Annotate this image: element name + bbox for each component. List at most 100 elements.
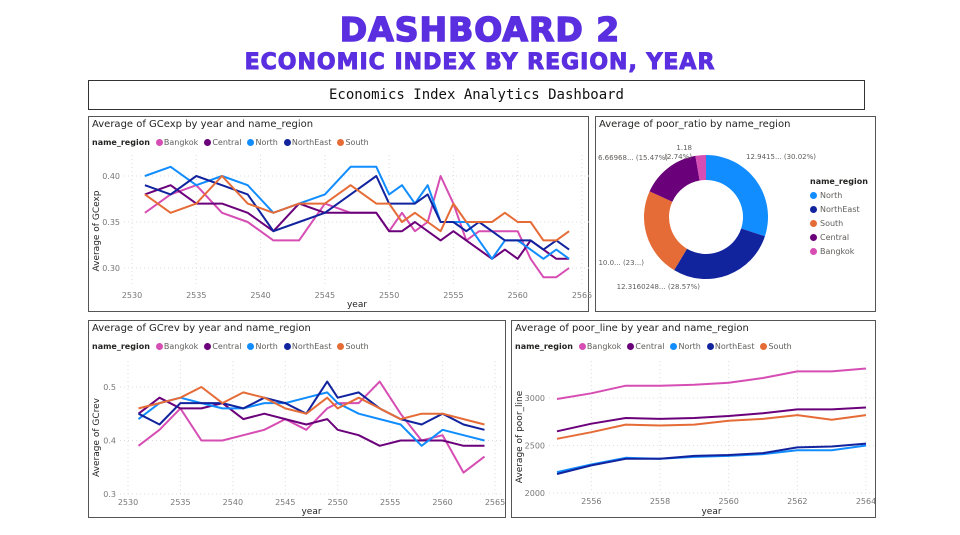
series-line-central[interactable] — [137, 396, 485, 447]
legend-item-central[interactable]: Central — [810, 233, 868, 242]
y-tick-label: 0.30 — [102, 264, 120, 273]
legend-item-northeast[interactable]: NorthEast — [283, 138, 332, 147]
dashboard-title: DASHBOARD 2 — [339, 9, 621, 50]
plot-area: 2556 2558 2560 2562 2564 2000 2500 3000 year Aver… — [515, 361, 876, 517]
series-line-south[interactable] — [556, 414, 867, 440]
legend-dot-icon — [670, 343, 678, 350]
series-line-south[interactable] — [138, 386, 485, 426]
legend-label: South — [820, 219, 844, 228]
legend-dot-icon — [810, 220, 817, 227]
x-tick-label: 2560 — [718, 497, 738, 506]
gcexp-line-chart[interactable]: Average of GCexp by year and name_region… — [88, 116, 592, 312]
chart-title: Average of GCexp by year and name_region — [92, 119, 314, 130]
legend-item-north[interactable]: North — [247, 138, 278, 147]
legend-label: Bangkok — [820, 247, 855, 256]
legend-item-north[interactable]: North — [810, 191, 868, 200]
legend-item-south[interactable]: South — [810, 219, 868, 228]
legend-dot-icon — [810, 206, 817, 213]
y-tick-label: 0.4 — [103, 437, 116, 446]
series-line-northeast[interactable] — [556, 442, 867, 475]
series-line-north[interactable] — [556, 444, 867, 474]
slice-data-label-percent: (2.74%) — [664, 153, 692, 161]
legend-item-bangkok[interactable]: Bangkok — [810, 247, 868, 256]
series-line-bangkok[interactable] — [137, 380, 486, 474]
y-tick-label: 2000 — [525, 489, 545, 498]
poor-line-line-chart[interactable]: Average of poor_line by year and name_re… — [511, 320, 876, 518]
donut-slice-bangkok[interactable] — [695, 155, 706, 181]
y-axis-label: Average of GCexp — [92, 190, 102, 271]
legend-item-northeast[interactable]: NorthEast — [283, 342, 331, 351]
legend-dot-icon — [247, 343, 255, 350]
chart-legend: name_region Bangkok Central North NorthEast S… — [515, 342, 795, 351]
legend-label: South — [768, 342, 792, 351]
legend-dot-icon — [706, 343, 714, 350]
legend-dot-icon — [283, 139, 291, 146]
donut-slice-central[interactable] — [649, 155, 700, 202]
slice-data-label: 6.66968... (15.47%) — [598, 154, 668, 162]
x-tick-label: 2565 — [485, 498, 505, 507]
y-tick-label: 0.35 — [102, 218, 120, 227]
legend-item-northeast[interactable]: NorthEast — [706, 342, 755, 351]
legend-label: Central — [212, 342, 242, 351]
legend-item-south[interactable]: South — [760, 342, 792, 351]
slice-data-label: 1.18 — [676, 144, 692, 152]
slice-data-label: 12.3160248... (28.57%) — [617, 283, 701, 291]
series-line-central[interactable] — [144, 184, 570, 260]
legend-item-central[interactable]: Central — [204, 342, 241, 351]
series-line-northeast[interactable] — [144, 175, 570, 251]
y-tick-label: 0.40 — [102, 172, 120, 181]
dashboard-subtitle: ECONOMIC INDEX BY REGION, YEAR — [244, 50, 716, 76]
x-tick-label: 2535 — [186, 291, 206, 300]
legend-item-north[interactable]: North — [247, 342, 278, 351]
legend-dot-icon — [155, 139, 163, 146]
chart-legend: name_region Bangkok Central North NorthEast S… — [92, 342, 372, 351]
legend-item-northeast[interactable]: NorthEast — [810, 205, 868, 214]
series-line-bangkok[interactable] — [144, 175, 570, 279]
y-axis-label: Average of poor_line — [515, 390, 525, 483]
legend-item-bangkok[interactable]: Bangkok — [155, 138, 198, 147]
x-axis-label: year — [301, 507, 321, 517]
legend-item-south[interactable]: South — [337, 138, 369, 147]
series-line-south[interactable] — [144, 175, 570, 242]
x-tick-label: 2540 — [223, 498, 243, 507]
y-tick-label: 3000 — [525, 394, 545, 403]
y-tick-label: 0.3 — [103, 490, 116, 499]
legend-dot-icon — [810, 234, 817, 241]
series-line-central[interactable] — [556, 406, 867, 433]
legend-item-bangkok[interactable]: Bangkok — [155, 342, 198, 351]
chart-legend: name_region Bangkok Central North NorthEast S… — [92, 138, 372, 147]
series-line-northeast[interactable] — [138, 380, 485, 431]
donut-slice-northeast[interactable] — [674, 228, 765, 279]
donut-slice-north[interactable] — [706, 155, 768, 237]
legend-item-south[interactable]: South — [337, 342, 369, 351]
legend-item-central[interactable]: Central — [627, 342, 664, 351]
x-tick-label: 2550 — [379, 291, 399, 300]
legend-dot-icon — [760, 343, 768, 350]
legend-title: name_region — [92, 138, 150, 147]
dashboard-banner: Economics Index Analytics Dashboard — [88, 80, 865, 110]
legend-label: South — [345, 138, 369, 147]
poor-ratio-donut-chart[interactable]: Average of poor_ratio by name_region 12.9… — [595, 116, 876, 312]
y-tick-label: 0.5 — [103, 383, 116, 392]
series-line-bangkok[interactable] — [556, 367, 867, 400]
legend-label: Central — [212, 138, 242, 147]
x-tick-label: 2535 — [170, 498, 190, 507]
legend-dot-icon — [247, 139, 255, 146]
legend-item-central[interactable]: Central — [204, 138, 241, 147]
donut-slice-south[interactable] — [644, 191, 687, 271]
x-tick-label: 2545 — [275, 498, 295, 507]
plot-area: 2530 2535 2540 2545 2550 2555 2560 2565 0.30 0.35… — [92, 155, 592, 310]
legend-item-bangkok[interactable]: Bangkok — [578, 342, 621, 351]
y-axis-label: Average of GCrev — [92, 397, 102, 477]
legend-item-north[interactable]: North — [670, 342, 701, 351]
legend-dot-icon — [283, 343, 291, 350]
legend-dot-icon — [337, 343, 345, 350]
x-tick-label: 2558 — [650, 497, 670, 506]
plot-area: 2530 2535 2540 2545 2550 2555 2560 2565 0.3 0.4 0.… — [92, 361, 505, 517]
legend-label: North — [255, 138, 278, 147]
x-tick-label: 2556 — [581, 497, 601, 506]
legend-dot-icon — [155, 343, 163, 350]
legend-label: NorthEast — [291, 138, 332, 147]
gcrev-line-chart[interactable]: Average of GCrev by year and name_region… — [88, 320, 506, 518]
legend-label: NorthEast — [714, 342, 755, 351]
